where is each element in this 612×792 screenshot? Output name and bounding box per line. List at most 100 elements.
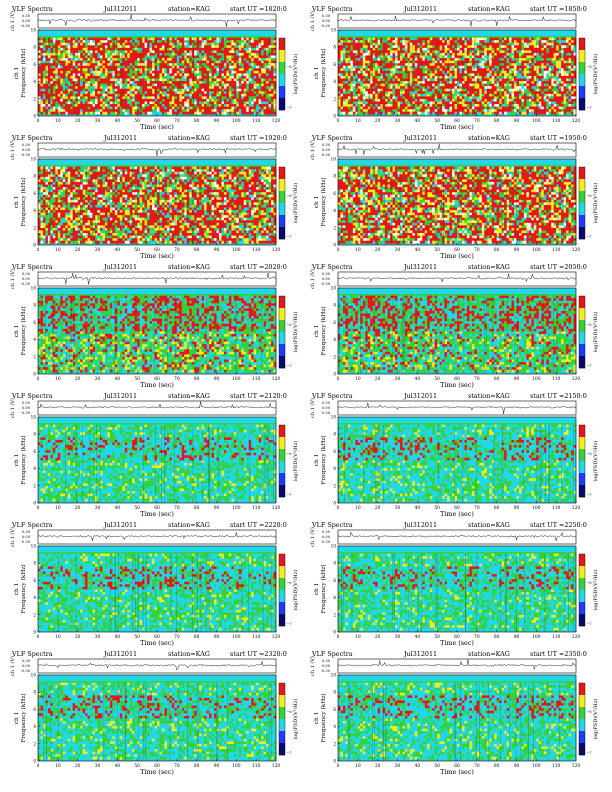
colorbar-label: log(PSD)(V²/Hz) (592, 570, 599, 611)
time-tick-label: 60 (454, 506, 460, 511)
frequency-tick-label: 6 (333, 320, 336, 325)
time-tick-label: 110 (552, 506, 561, 511)
time-tick-label: 50 (434, 119, 440, 124)
time-tick-label: 40 (115, 377, 121, 382)
colorbar (278, 424, 286, 498)
frequency-tick-label: 6 (33, 62, 36, 67)
frequency-tick-label: 4 (333, 595, 336, 600)
time-tick-label: 40 (115, 764, 121, 769)
colorbar-tick: −6 (287, 452, 292, 456)
panel-station: station=KAG (168, 263, 210, 271)
frequency-axis-label: Frequency (kHz) (20, 435, 27, 484)
frequency-axis-label: Frequency (kHz) (20, 693, 27, 742)
channel-label: ch 1 (14, 712, 20, 725)
time-axis-label: Time (sec) (440, 123, 474, 131)
time-tick-label: 0 (37, 764, 40, 769)
waveform-tick-bottom: -0.30 (321, 669, 331, 673)
frequency-tick-label: 4 (33, 79, 36, 84)
frequency-axis-label: Frequency (kHz) (320, 306, 327, 355)
time-tick-label: 10 (55, 248, 61, 253)
time-tick-label: 90 (514, 119, 520, 124)
spectrogram-panel: VLF Spectra Jul312011 station=KAG start UT … (8, 649, 304, 777)
frequency-tick-label: 2 (333, 225, 336, 230)
time-tick-label: 80 (194, 248, 200, 253)
waveform-tick-top: 0.30 (322, 272, 331, 276)
time-tick-label: 60 (154, 377, 160, 382)
colorbar-label: log(PSD)(V²/Hz) (592, 183, 599, 224)
panel-label: VLF Spectra (11, 134, 53, 142)
time-tick-label: 120 (572, 764, 581, 769)
panel-date: Jul312011 (403, 5, 437, 13)
colorbar-tick: −7 (287, 364, 292, 368)
time-tick-label: 80 (194, 119, 200, 124)
time-tick-label: 60 (154, 119, 160, 124)
spectrogram-image (38, 159, 277, 245)
colorbar-tick: −6 (287, 65, 292, 69)
frequency-tick-label: 2 (33, 483, 36, 488)
channel-label: ch 1 (314, 454, 320, 467)
frequency-tick-label: 10 (31, 415, 37, 420)
time-tick-label: 0 (37, 119, 40, 124)
panel-date: Jul312011 (403, 392, 437, 400)
frequency-tick-label: 2 (333, 741, 336, 746)
time-axis-label: Time (sec) (140, 639, 174, 647)
time-tick-label: 0 (337, 635, 340, 640)
frequency-tick-label: 0 (33, 630, 36, 635)
time-tick-label: 80 (194, 506, 200, 511)
time-axis-label: Time (sec) (140, 768, 174, 776)
waveform-ylabel: ch 1 (V) (9, 398, 16, 418)
frequency-tick-label: 4 (33, 466, 36, 471)
time-tick-label: 120 (572, 635, 581, 640)
waveform-tick-bottom: -0.30 (21, 669, 31, 673)
time-axis-label: Time (sec) (440, 639, 474, 647)
colorbar (578, 682, 586, 756)
frequency-tick-label: 10 (331, 415, 337, 420)
time-tick-label: 20 (75, 248, 81, 253)
time-tick-label: 80 (494, 377, 500, 382)
time-tick-label: 20 (375, 506, 381, 511)
waveform-tick-top: 0.30 (22, 143, 31, 147)
panel-station: station=KAG (468, 650, 510, 658)
frequency-axis-label: Frequency (kHz) (20, 48, 27, 97)
panel-label: VLF Spectra (11, 650, 53, 658)
waveform-tick-top: 0.30 (22, 272, 31, 276)
time-tick-label: 70 (174, 764, 180, 769)
waveform-trace (37, 661, 277, 671)
waveform-tick-mid: 0.00 (22, 406, 31, 410)
time-tick-label: 60 (154, 506, 160, 511)
spectrogram-panel: VLF Spectra Jul312011 station=KAG start UT … (308, 649, 604, 777)
frequency-tick-label: 4 (333, 79, 336, 84)
spectrogram-image (38, 546, 277, 632)
panel-station: station=KAG (168, 5, 210, 13)
time-tick-label: 10 (55, 635, 61, 640)
time-tick-label: 120 (572, 119, 581, 124)
panel-label: VLF Spectra (11, 521, 53, 529)
time-tick-label: 100 (532, 635, 541, 640)
panel-date: Jul312011 (103, 134, 137, 142)
frequency-tick-label: 8 (33, 690, 36, 695)
panel-label: VLF Spectra (311, 263, 353, 271)
colorbar-tick: −6 (587, 65, 592, 69)
panel-date: Jul312011 (403, 521, 437, 529)
time-tick-label: 100 (232, 506, 241, 511)
time-tick-label: 60 (154, 764, 160, 769)
spectrogram-svg: VLF Spectra Jul312011 station=KAG start UT … (9, 5, 299, 131)
time-tick-label: 10 (55, 119, 61, 124)
time-tick-label: 110 (252, 506, 261, 511)
time-tick-label: 30 (95, 248, 101, 253)
time-tick-label: 120 (572, 506, 581, 511)
time-tick-label: 70 (474, 506, 480, 511)
colorbar-tick: −7 (587, 622, 592, 626)
frequency-axis-label: Frequency (kHz) (20, 564, 27, 613)
waveform-trace (38, 401, 277, 409)
time-tick-label: 120 (272, 764, 281, 769)
time-tick-label: 100 (532, 119, 541, 124)
frequency-tick-label: 0 (333, 759, 336, 764)
time-tick-label: 50 (134, 377, 140, 382)
frequency-tick-label: 2 (33, 354, 36, 359)
frequency-tick-label: 2 (33, 741, 36, 746)
frequency-tick-label: 10 (331, 157, 337, 162)
frequency-tick-label: 4 (333, 337, 336, 342)
frequency-tick-label: 8 (333, 432, 336, 437)
frequency-tick-label: 2 (33, 96, 36, 101)
